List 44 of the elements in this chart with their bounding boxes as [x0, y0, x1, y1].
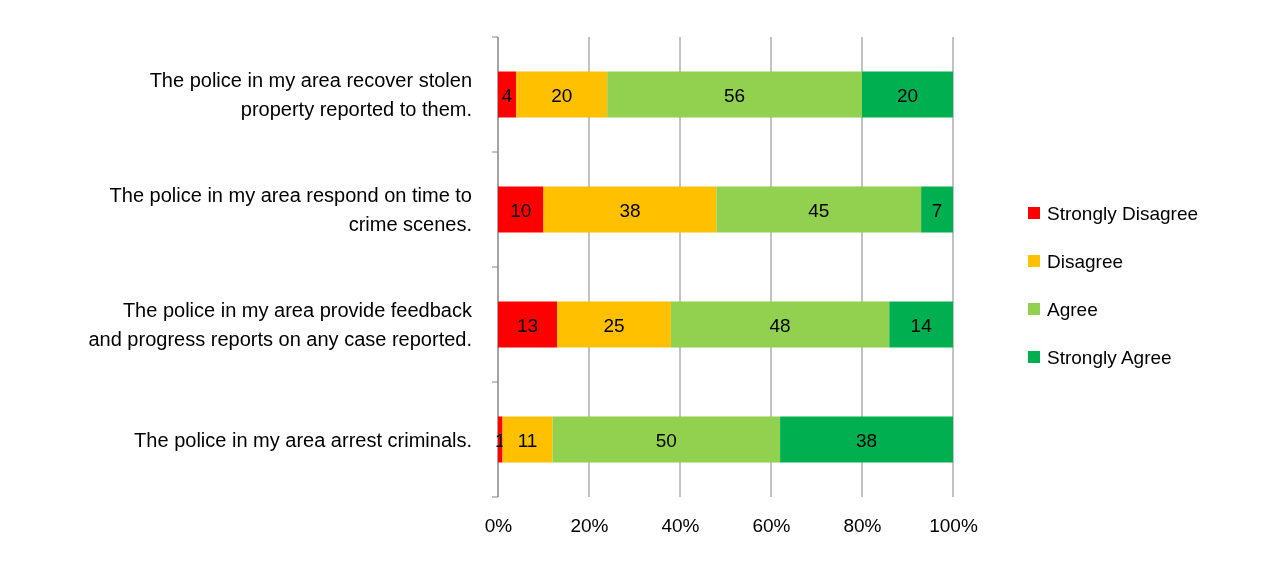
data-label: 25	[603, 314, 625, 336]
data-label: 50	[655, 429, 677, 451]
data-label: 10	[510, 199, 532, 221]
data-label: 45	[808, 199, 830, 221]
y-tick-label: The police in my area recover stolen property reported to them.	[149, 69, 472, 120]
x-tick-label: 60%	[752, 514, 791, 536]
bar	[862, 71, 953, 118]
y-tick-label: The police in my area arrest criminals.	[134, 428, 472, 451]
data-label: 56	[724, 84, 746, 106]
x-tick-label: 100%	[929, 514, 978, 536]
x-tick-label: 40%	[661, 514, 700, 536]
legend-label: Agree	[1047, 299, 1098, 320]
bar	[921, 186, 953, 233]
data-label: 11	[517, 429, 538, 451]
data-label: 7	[931, 199, 943, 221]
y-tick-label: The police in my area respond on time to crime scenes.	[109, 184, 472, 235]
data-label: 38	[619, 199, 641, 221]
bar	[552, 416, 781, 463]
data-label: 20	[896, 84, 919, 106]
bar	[607, 71, 862, 118]
x-tick-label: 20%	[570, 514, 609, 536]
y-tick-label: The police in my area provide feedback and progress reports on any case reported.	[88, 299, 473, 350]
bar	[498, 186, 544, 233]
x-tick-label: 80%	[843, 514, 882, 536]
bar	[543, 186, 717, 233]
data-label: 48	[769, 314, 791, 336]
data-label: 20	[551, 84, 573, 106]
legend-label: Strongly Agree	[1047, 347, 1172, 368]
data-label: 38	[855, 429, 878, 451]
data-label: 14	[910, 314, 933, 336]
bar	[780, 416, 953, 463]
legend-label: Strongly Disagree	[1047, 203, 1199, 224]
bar	[670, 301, 890, 348]
x-tick-label: 0%	[484, 514, 513, 536]
bar	[498, 301, 558, 348]
data-label: 13	[517, 314, 539, 336]
bar	[502, 416, 553, 463]
data-label: 4	[501, 84, 513, 106]
bar	[516, 71, 608, 118]
bar	[557, 301, 671, 348]
legend-label: Disagree	[1047, 251, 1124, 272]
bar	[889, 301, 953, 348]
bar	[498, 71, 517, 118]
bar	[716, 186, 922, 233]
